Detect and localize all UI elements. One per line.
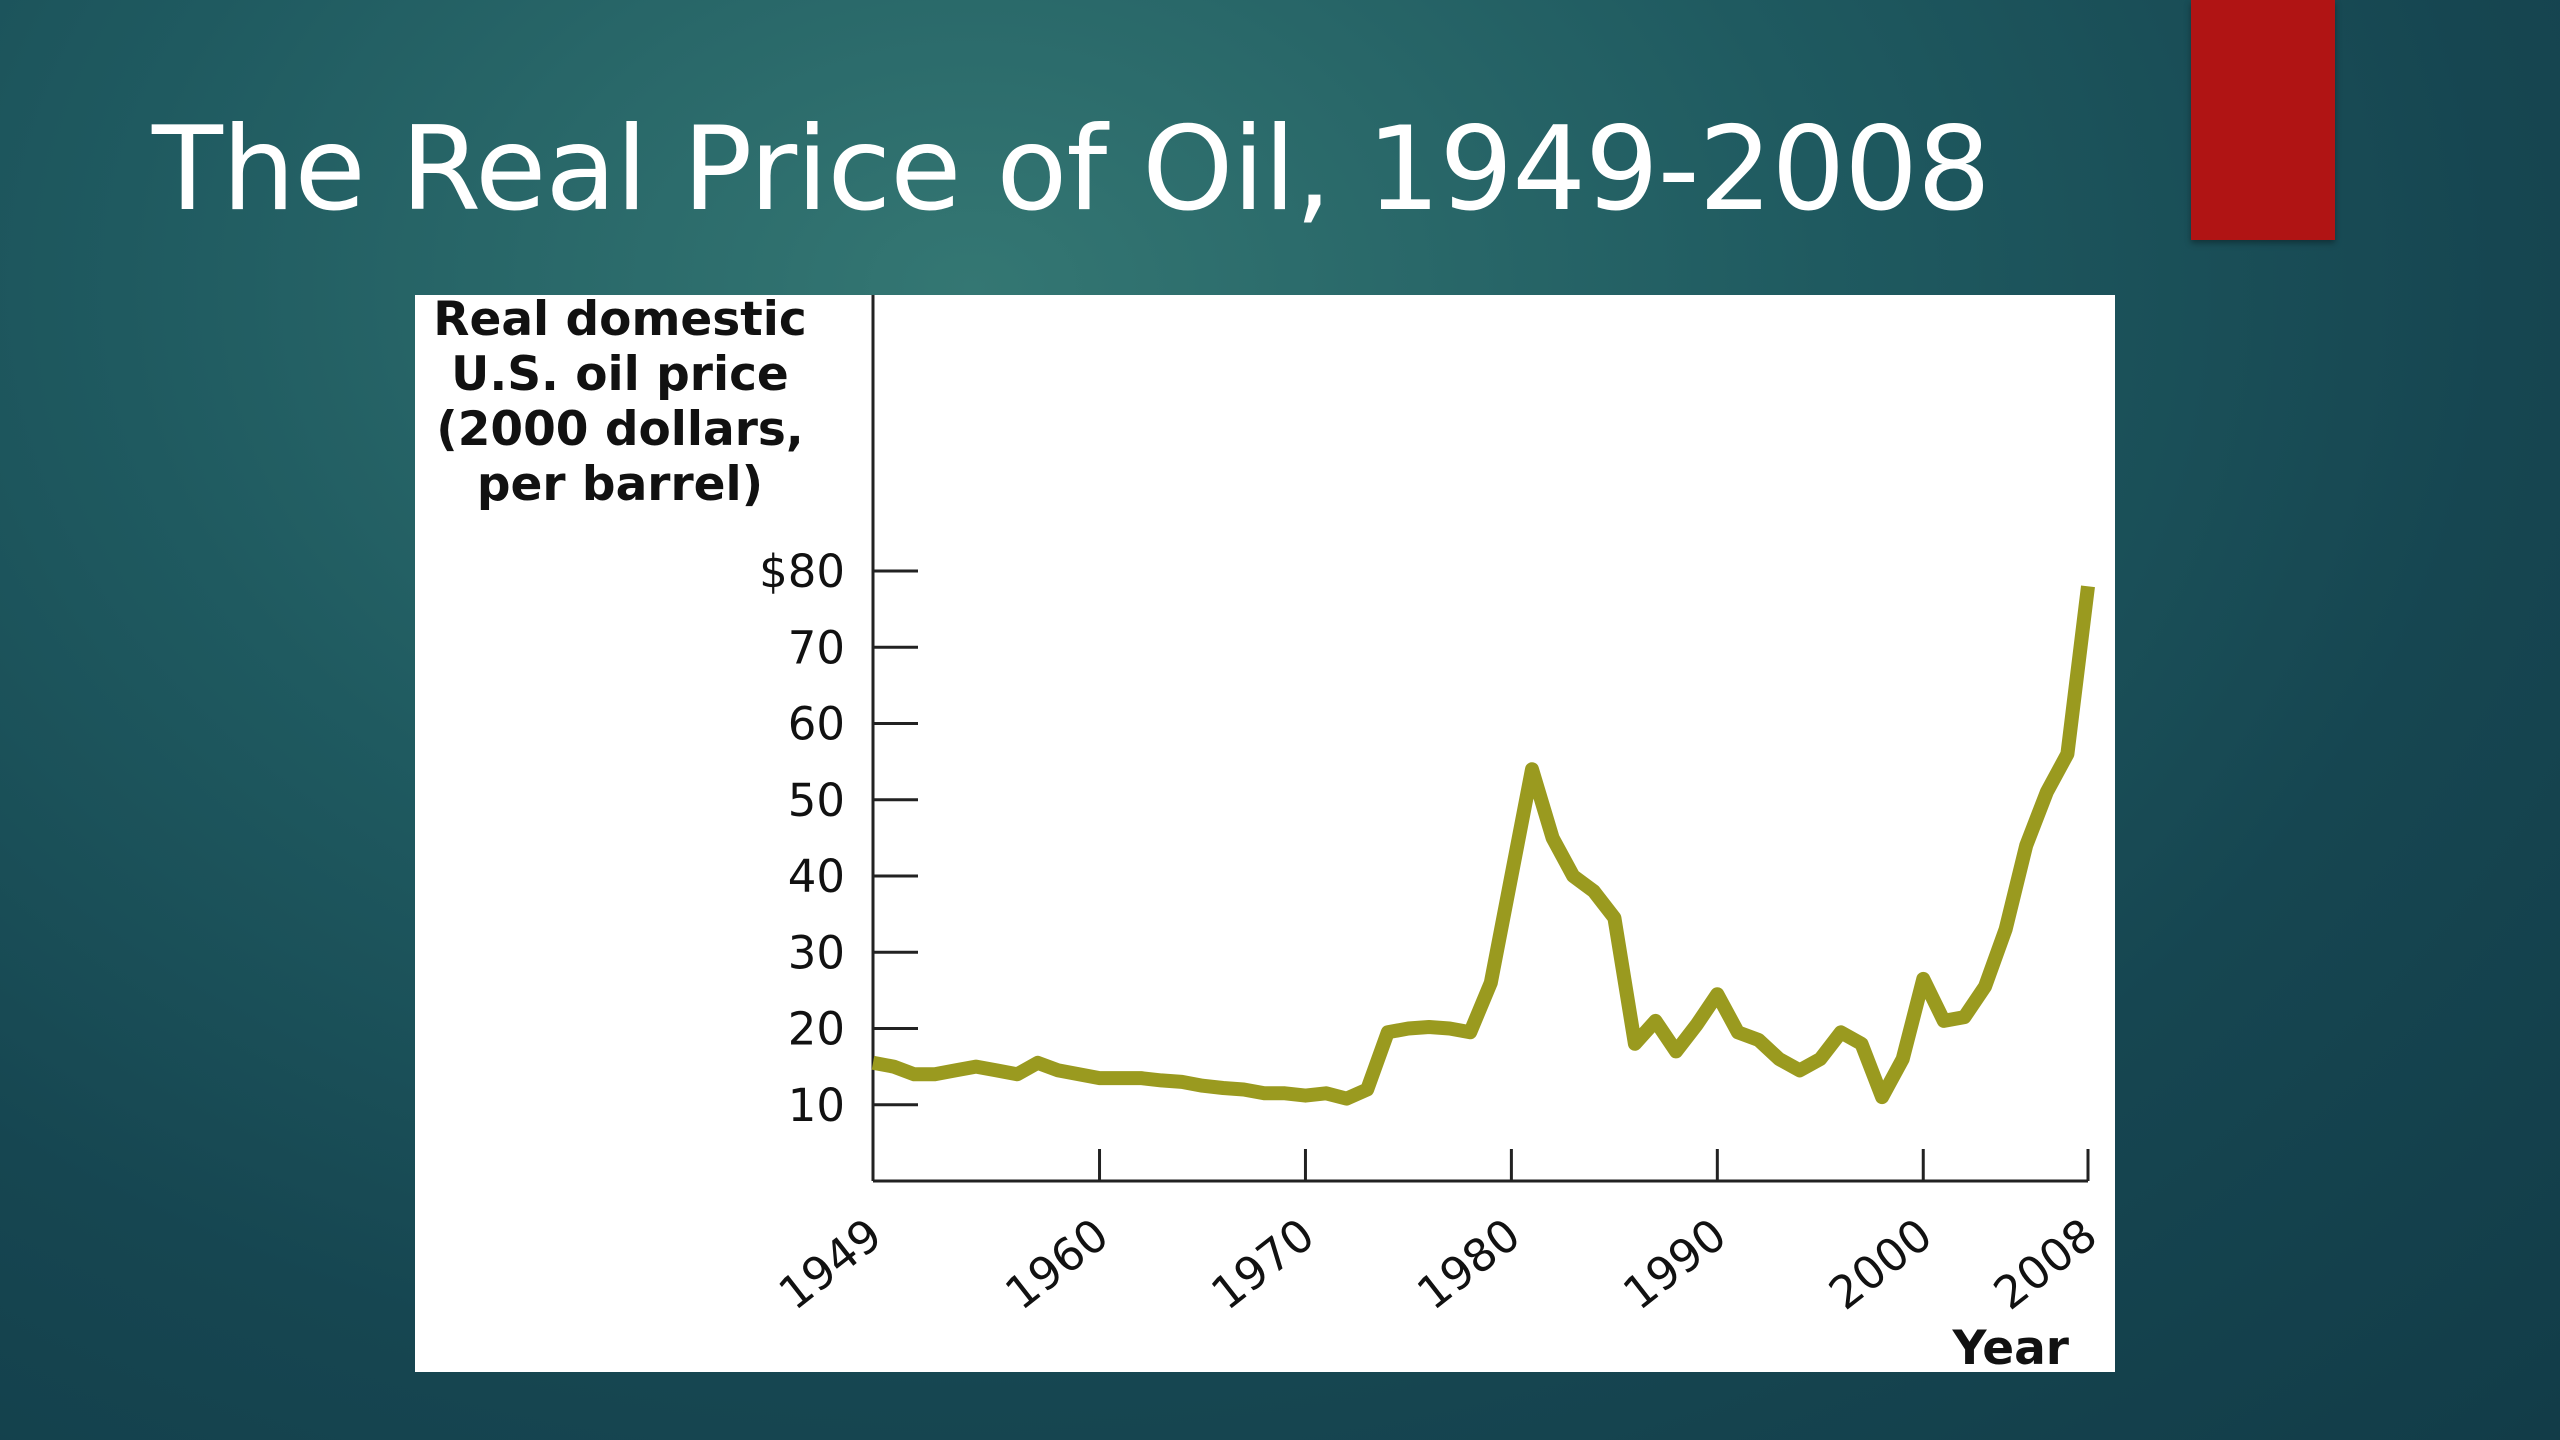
x-tick-label: 1949 [769, 1208, 892, 1320]
x-tick-label: 2000 [1819, 1208, 1942, 1320]
y-tick-label: 40 [788, 850, 845, 903]
x-tick-label: 2008 [1984, 1208, 2107, 1320]
x-tick-label: 1970 [1201, 1208, 1324, 1320]
line-chart: 10 20 30 40 50 60 70 $80 1949 1960 1970 1980 1990 200… [759, 295, 2107, 1320]
y-tick-label: 20 [788, 1003, 845, 1056]
y-tick-label: $80 [759, 545, 845, 598]
y-tick-label: 10 [788, 1079, 845, 1132]
y-axis-label: Real domestic U.S. oil price (2000 dolla… [415, 292, 825, 512]
y-axis-label-line: per barrel) [476, 457, 764, 512]
accent-bar [2191, 0, 2335, 240]
x-axis-label: Year [1952, 1321, 2070, 1376]
slide-title: The Real Price of Oil, 1949-2008 [152, 102, 1991, 237]
y-tick-label: 30 [788, 926, 845, 979]
y-axis-label-line: (2000 dollars, [436, 402, 804, 457]
y-tick-label: 70 [788, 621, 845, 674]
y-axis-label-line: Real domestic [433, 292, 807, 347]
chart-panel: Real domestic U.S. oil price (2000 dolla… [415, 292, 2115, 1376]
x-tick-label: 1960 [995, 1208, 1118, 1320]
x-tick-label: 1990 [1613, 1208, 1736, 1320]
y-axis-label-line: U.S. oil price [451, 347, 789, 402]
y-tick-label: 60 [788, 698, 845, 751]
oil-price-line [871, 585, 2095, 1106]
x-tick-label: 1980 [1407, 1208, 1530, 1320]
y-tick-label: 50 [788, 774, 845, 827]
